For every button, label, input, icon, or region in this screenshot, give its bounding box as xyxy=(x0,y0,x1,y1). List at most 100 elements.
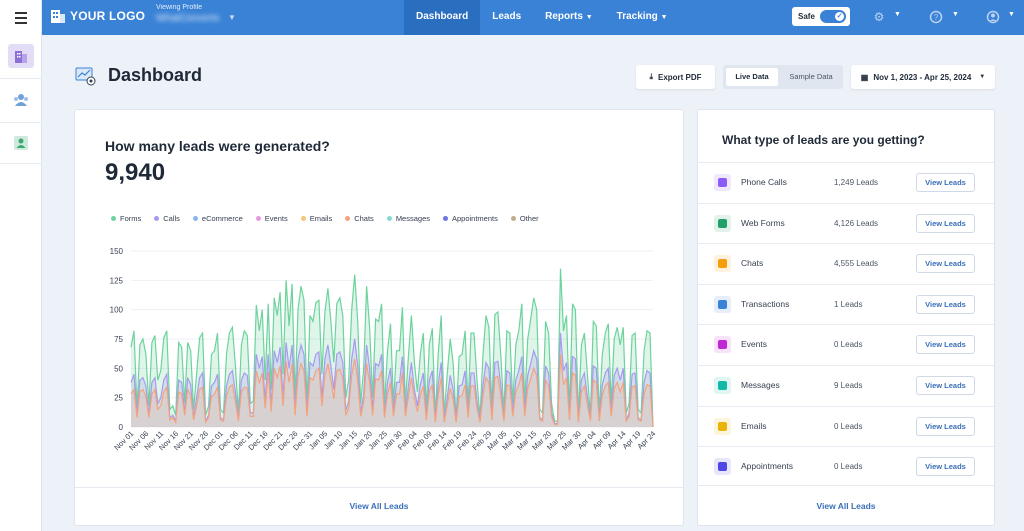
main-nav: Dashboard Leads Reports ▼ Tracking ▼ xyxy=(404,0,680,35)
series-area-chats xyxy=(131,354,653,427)
view-all-leads-link[interactable]: View All Leads xyxy=(75,487,683,525)
lead-type-name: Messages xyxy=(741,380,780,390)
chevron-down-icon[interactable]: ▼ xyxy=(894,11,901,18)
nav-dashboard[interactable]: Dashboard xyxy=(404,0,481,35)
legend-label: Other xyxy=(519,214,539,223)
legend-item[interactable]: Other xyxy=(510,214,539,223)
live-data-button[interactable]: Live Data xyxy=(726,68,778,86)
legend-label: Forms xyxy=(120,214,142,223)
lead-type-name: Chats xyxy=(741,258,764,269)
view-leads-button[interactable]: View Leads xyxy=(916,173,975,192)
lead-type-row: Events 0 Leads View Leads xyxy=(698,324,994,364)
gear-icon[interactable]: ⚙ xyxy=(873,10,885,24)
lead-type-name: Appointments xyxy=(741,461,793,472)
leads-card-title: How many leads were generated? xyxy=(105,138,330,154)
date-range-picker[interactable]: ▦ Nov 1, 2023 - Apr 25, 2024 ▼ xyxy=(851,65,995,89)
toggle-switch[interactable]: ✓ xyxy=(820,10,846,23)
leads-chart-card: How many leads were generated? 9,940 For… xyxy=(74,109,684,526)
menu-icon[interactable] xyxy=(0,0,42,35)
phone-icon xyxy=(714,174,731,191)
sample-data-button[interactable]: Sample Data xyxy=(789,72,833,81)
legend-dot xyxy=(255,216,261,221)
series-area-calls xyxy=(131,333,653,427)
lead-type-name: Web Forms xyxy=(741,217,785,228)
legend-item[interactable]: Emails xyxy=(300,214,332,223)
y-tick-label: 25 xyxy=(114,394,123,403)
view-leads-button[interactable]: View Leads xyxy=(916,416,975,436)
lead-type-count: 4,555 Leads xyxy=(834,259,879,269)
chevron-down-icon: ▼ xyxy=(585,14,593,21)
chevron-down-icon[interactable]: ▼ xyxy=(1008,11,1015,18)
lead-type-row: Messages 9 Leads View Leads xyxy=(698,365,994,405)
view-leads-button[interactable]: View Leads xyxy=(916,457,975,477)
chevron-down-icon: ▼ xyxy=(979,74,986,80)
nav-tracking-label: Tracking xyxy=(616,11,658,22)
legend-item[interactable]: Calls xyxy=(154,214,180,223)
lead-type-row: Appointments 0 Leads View Leads xyxy=(698,446,994,486)
building-icon xyxy=(15,51,27,63)
transaction-icon xyxy=(714,295,731,313)
lead-types-title: What type of leads are you getting? xyxy=(722,133,925,147)
chevron-down-icon[interactable]: ▼ xyxy=(228,13,236,22)
legend-dot xyxy=(300,216,306,221)
legend-dot xyxy=(510,216,516,221)
profile-selector[interactable]: WhatConverts xyxy=(156,13,220,24)
chevron-down-icon[interactable]: ▼ xyxy=(952,11,959,18)
y-tick-label: 125 xyxy=(110,276,124,285)
lead-type-row: Transactions 1 Leads View Leads xyxy=(698,283,994,324)
y-tick-label: 50 xyxy=(114,364,123,373)
legend-item[interactable]: Appointments xyxy=(443,214,498,223)
dashboard-icon xyxy=(75,66,97,86)
nav-leads[interactable]: Leads xyxy=(492,11,522,22)
logo[interactable]: YOUR LOGO xyxy=(50,8,145,24)
safe-label: Safe xyxy=(798,12,815,21)
lead-type-count: 4,126 Leads xyxy=(834,218,879,228)
legend-item[interactable]: Chats xyxy=(345,214,374,223)
legend-item[interactable]: Events xyxy=(255,214,288,223)
lead-type-row: Chats 4,555 Leads View Leads xyxy=(698,243,994,283)
sidebar-item-accounts[interactable] xyxy=(8,44,34,68)
sidebar-item-team[interactable] xyxy=(8,88,34,112)
series-line-calls[interactable] xyxy=(130,333,654,428)
lead-type-name: Phone Calls xyxy=(741,177,787,187)
safe-mode-toggle[interactable]: Safe ✓ xyxy=(792,7,850,26)
view-leads-button[interactable]: View Leads xyxy=(916,213,975,233)
chat-icon xyxy=(714,255,731,273)
nav-reports[interactable]: Reports ▼ xyxy=(533,0,605,35)
chevron-down-icon: ▼ xyxy=(660,14,668,21)
calendar-icon: ▦ xyxy=(860,72,869,82)
view-all-leads-link[interactable]: View All Leads xyxy=(698,485,994,525)
calendar-icon xyxy=(714,458,731,476)
building-icon xyxy=(51,10,65,23)
sidebar xyxy=(0,35,42,531)
legend-item[interactable]: Messages xyxy=(386,214,430,223)
legend-item[interactable]: eCommerce xyxy=(192,214,243,223)
event-icon xyxy=(714,336,731,354)
y-tick-label: 75 xyxy=(114,335,123,344)
nav-tracking[interactable]: Tracking ▼ xyxy=(605,0,680,35)
view-leads-button[interactable]: View Leads xyxy=(916,376,975,395)
users-icon xyxy=(14,94,28,106)
sidebar-item-profile[interactable] xyxy=(8,131,34,155)
lead-type-count: 0 Leads xyxy=(834,421,863,431)
legend-item[interactable]: Forms xyxy=(111,214,141,223)
download-icon: ⤓ xyxy=(649,72,653,81)
lead-type-count: 1,249 Leads xyxy=(834,178,879,187)
view-leads-button[interactable]: View Leads xyxy=(916,294,975,314)
lead-type-row: Web Forms 4,126 Leads View Leads xyxy=(698,202,994,243)
view-leads-button[interactable]: View Leads xyxy=(916,254,975,274)
view-leads-button[interactable]: View Leads xyxy=(916,335,975,355)
legend-dot xyxy=(192,216,198,221)
email-icon xyxy=(714,417,731,435)
svg-text:?: ? xyxy=(934,13,939,22)
form-icon xyxy=(714,214,731,232)
series-line-forms[interactable] xyxy=(130,268,654,428)
series-line-chats[interactable] xyxy=(130,354,654,428)
lead-type-count: 9 Leads xyxy=(834,381,863,390)
help-icon[interactable]: ? xyxy=(929,10,943,24)
legend-dot xyxy=(386,216,392,221)
export-pdf-button[interactable]: ⤓ Export PDF xyxy=(636,65,715,89)
message-icon xyxy=(714,377,731,394)
user-icon[interactable] xyxy=(986,10,1000,24)
